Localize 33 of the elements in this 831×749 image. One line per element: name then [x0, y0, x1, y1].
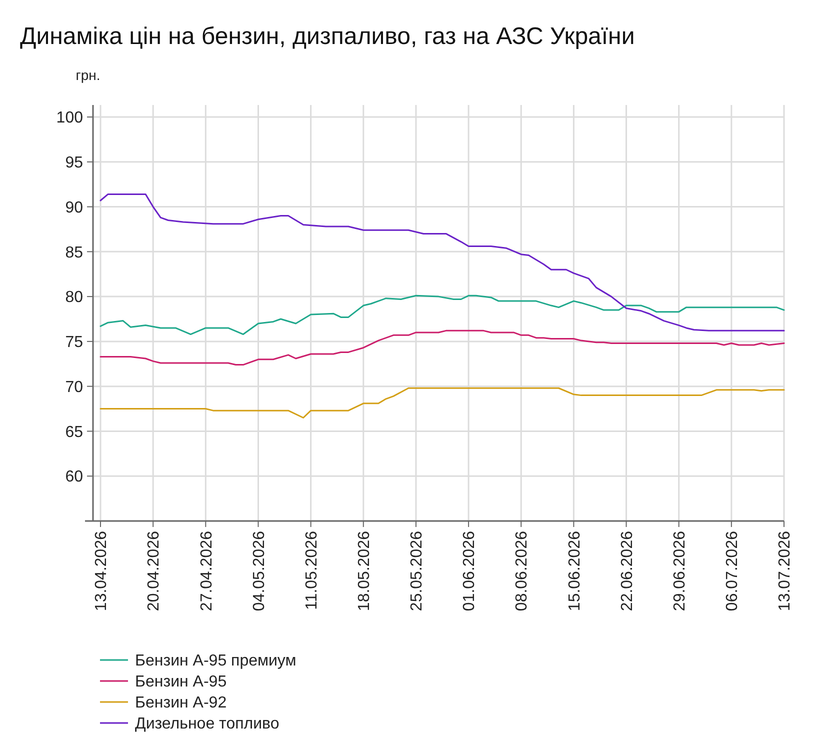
x-tick-label: 18.05.2026 [356, 530, 373, 612]
y-tick-label: 70 [65, 378, 84, 396]
legend-label: Дизельное топливо [135, 716, 280, 733]
chart-title: Динаміка цін на бензин, дизпаливо, газ на АЗС України [20, 23, 635, 50]
line-series [100, 330, 785, 366]
x-tick-label: 13.04.2026 [93, 530, 110, 612]
y-tick-label: 75 [65, 334, 84, 352]
line-series [100, 294, 785, 336]
y-tick-label: 60 [65, 468, 84, 486]
x-tick-label: 06.07.2026 [724, 530, 742, 612]
x-tick-label: 11.05.2026 [303, 530, 320, 610]
x-tick-label: 29.06.2026 [671, 530, 688, 612]
x-tick-label: 04.05.2026 [250, 530, 268, 612]
x-tick-label: 25.05.2026 [408, 530, 426, 612]
y-tick-label: 90 [65, 199, 84, 216]
line-series [100, 387, 785, 419]
line-series [100, 193, 785, 332]
x-tick-label: 01.06.2026 [461, 530, 478, 612]
y-tick-label: 95 [65, 154, 84, 172]
x-tick-label: 20.04.2026 [146, 530, 163, 612]
y-tick-label: 80 [65, 289, 84, 306]
y-tick-label: 65 [65, 424, 84, 441]
x-tick-label: 13.07.2026 [776, 530, 794, 612]
x-tick-label: 15.06.2026 [566, 530, 584, 612]
y-tick-label: 85 [65, 244, 84, 262]
x-tick-label: 08.06.2026 [514, 530, 531, 612]
y-tick-label: 100 [56, 110, 84, 127]
x-tick-label: 22.06.2026 [618, 530, 636, 612]
x-tick-label: 27.04.2026 [198, 530, 216, 612]
legend-label: Бензин А-95 премиум [135, 652, 296, 670]
legend-label: Бензин А-95 [135, 674, 227, 691]
legend-label: Бензин А-92 [135, 694, 227, 712]
y-axis-title: грн. [76, 67, 100, 83]
